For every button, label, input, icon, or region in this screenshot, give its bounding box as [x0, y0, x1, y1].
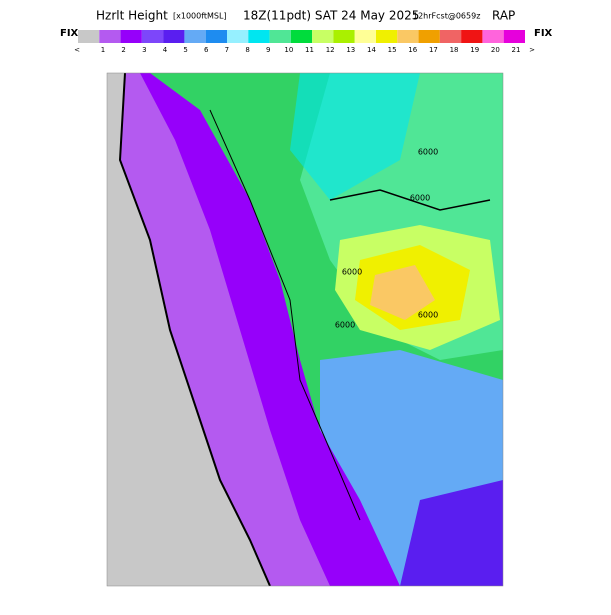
title-model: RAP: [492, 9, 515, 23]
colorbar-swatch: [333, 30, 355, 43]
region: [400, 480, 503, 586]
colorbar-swatch: [354, 30, 376, 43]
colorbar-label: 18: [450, 46, 459, 54]
colorbar-swatch: [439, 30, 462, 43]
colorbar-label: 5: [183, 46, 187, 54]
colorbar-label: 13: [346, 46, 355, 54]
contour-label: 6000: [342, 268, 362, 277]
colorbar-label: 1: [101, 46, 105, 54]
colorbar: 1 2 3 4 5 6 7 8 9 10 11 12 13 14 15 16 17 18 19 20 21< >: [74, 30, 535, 54]
colorbar-label: 11: [305, 46, 314, 54]
map-frame: [106, 72, 504, 587]
colorbar-label: 9: [266, 46, 270, 54]
colorbar-swatch: [418, 30, 440, 43]
region: [290, 73, 420, 200]
colorbar-swatch: [482, 30, 504, 43]
contour-label: 6000: [418, 311, 438, 320]
colorbar-swatch: [269, 30, 291, 43]
map: [106, 72, 504, 587]
colorbar-swatch: [227, 30, 249, 43]
title-valid: 18Z(11pdt) SAT 24 May 2025: [243, 9, 419, 23]
colorbar-label: 15: [388, 46, 397, 54]
colorbar-label: 17: [429, 46, 438, 54]
colorbar-swatch: [461, 30, 483, 43]
colorbar-swatch: [184, 30, 206, 43]
colorbar-label: 10: [284, 46, 293, 54]
colorbar-label: 2: [121, 46, 125, 54]
colorbar-high: >: [529, 46, 535, 54]
colorbar-label: 3: [142, 46, 146, 54]
title: Hzrlt Height [x1000ftMSL] 18Z(11pdt) SAT…: [96, 9, 515, 23]
colorbar-swatch: [99, 30, 121, 43]
colorbar-label: 12: [326, 46, 335, 54]
colorbar-label: 8: [245, 46, 249, 54]
colorbar-label: 20: [491, 46, 500, 54]
colorbar-swatch: [503, 30, 525, 43]
colorbar-swatch: [397, 30, 419, 43]
colorbar-label: 16: [408, 46, 417, 54]
map-labels: 6000 6000 6000 6000 6000: [335, 148, 438, 330]
region: [370, 265, 435, 320]
ocean: [107, 73, 270, 586]
colorbar-swatch: [163, 30, 185, 43]
colorbar-swatch: [120, 30, 142, 43]
colorbar-label: 19: [470, 46, 479, 54]
colorbar-swatch: [376, 30, 398, 43]
colorbar-label: 6: [204, 46, 209, 54]
colorbar-swatch: [312, 30, 334, 43]
colorbar-low: <: [74, 46, 80, 54]
colorbar-swatch: [290, 30, 313, 43]
title-text: Hzrlt Height: [96, 9, 168, 23]
fix-left[interactable]: FIX: [60, 28, 79, 39]
colorbar-label: 4: [163, 46, 168, 54]
title-units: [x1000ftMSL]: [173, 12, 227, 21]
colorbar-swatch: [205, 30, 227, 43]
contour: [118, 73, 271, 586]
contour-label: 6000: [335, 321, 355, 330]
colorbar-swatch: [78, 30, 100, 43]
colorbar-label: 21: [512, 46, 521, 54]
colorbar-swatch: [248, 30, 270, 43]
title-forecast: 12hrFcst@0659z: [413, 12, 480, 21]
colorbar-label: 14: [367, 46, 376, 54]
colorbar-label: 7: [225, 46, 229, 54]
contour: [209, 109, 361, 521]
fix-right[interactable]: FIX: [534, 28, 553, 39]
contour-label: 6000: [410, 194, 430, 203]
contour: [329, 189, 491, 211]
contour-label: 6000: [418, 148, 438, 157]
colorbar-swatch: [141, 30, 164, 43]
